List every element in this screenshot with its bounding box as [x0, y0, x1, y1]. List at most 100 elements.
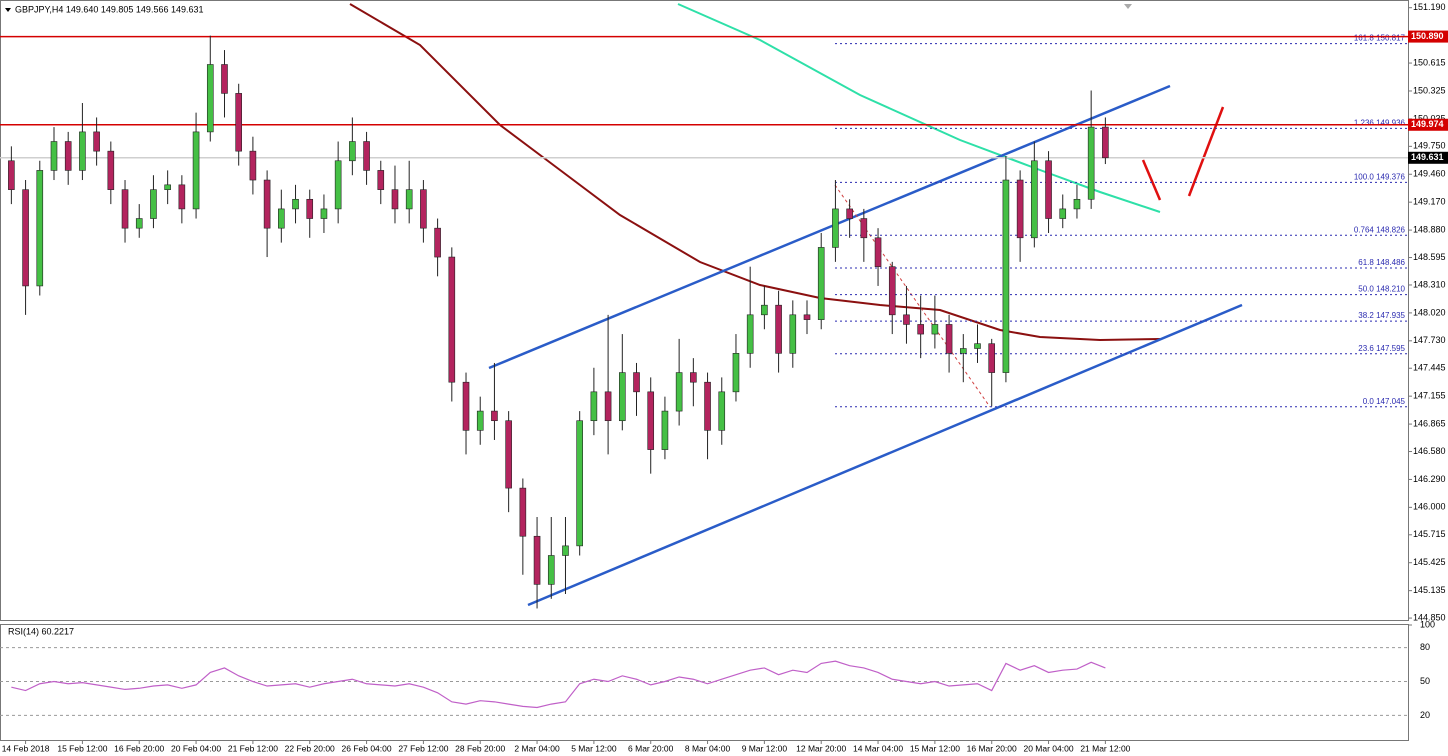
candle-body [363, 141, 370, 171]
candle-body [832, 208, 839, 248]
candle-body [690, 372, 697, 383]
candle-body [476, 410, 484, 431]
candle-body [221, 64, 228, 94]
y-tick-label: 150.035 [1413, 113, 1446, 123]
y-tick-label: 145.715 [1413, 529, 1446, 539]
candle-body [647, 391, 655, 450]
candle-body [121, 189, 129, 229]
y-tick-label: 144.850 [1413, 612, 1446, 622]
y-tick-label: 146.290 [1413, 474, 1446, 484]
candle-body [533, 535, 541, 585]
y-tick-label: 147.445 [1413, 363, 1446, 373]
x-tick-label: 15 Feb 12:00 [57, 743, 107, 753]
x-tick-label: 22 Feb 20:00 [285, 743, 335, 753]
candle-body [775, 304, 782, 354]
y-tick-label: 148.310 [1413, 279, 1446, 289]
candle-body [704, 381, 711, 431]
candle-body [945, 324, 953, 354]
x-tick-label: 9 Mar 12:00 [742, 743, 788, 753]
candle-body [562, 545, 569, 556]
candle-body [22, 189, 29, 287]
fib-label: 1.236 149.936 [1354, 119, 1406, 128]
y-tick-label: 146.000 [1413, 502, 1446, 512]
candle-body [235, 93, 242, 152]
candle-body [988, 343, 996, 373]
rsi-line [11, 660, 1106, 709]
x-tick-label: 16 Feb 20:00 [114, 743, 164, 753]
candle-body [803, 314, 811, 320]
y-tick-label: 148.880 [1413, 224, 1446, 234]
candle-body [1045, 160, 1052, 219]
moving-average-fast [677, 3, 1161, 213]
candle-body [164, 184, 171, 190]
candle-body [817, 247, 825, 320]
candle-body [150, 189, 157, 219]
candle-body [405, 189, 413, 210]
candle-body [249, 150, 257, 181]
candle-body [334, 160, 342, 210]
channel-upper [488, 84, 1171, 370]
rsi-panel-frame [0, 624, 1409, 741]
y-tick-label: 151.190 [1413, 2, 1446, 12]
x-tick-label: 20 Feb 04:00 [171, 743, 221, 753]
candle-body [789, 314, 797, 354]
rsi-title: RSI(14) 60.2217 [8, 626, 74, 636]
x-tick-label: 8 Mar 04:00 [685, 743, 731, 753]
candle-body [519, 487, 527, 537]
price-marker-box [1408, 151, 1448, 164]
x-tick-label: 20 Mar 04:00 [1023, 743, 1073, 753]
y-tick-label: 80 [1420, 642, 1430, 652]
x-tick-label: 27 Feb 12:00 [398, 743, 448, 753]
candle-body [590, 391, 598, 422]
y-tick-label: 20 [1420, 710, 1430, 720]
y-tick-label: 145.135 [1413, 585, 1446, 595]
candle-body [420, 189, 427, 229]
candle-body [1059, 208, 1067, 219]
candle-body [959, 348, 967, 354]
y-tick-label: 145.425 [1413, 557, 1446, 567]
candle-body [36, 170, 44, 287]
candle-body [874, 237, 882, 267]
candle-body [8, 160, 15, 190]
candle-body [1087, 126, 1095, 200]
y-tick-label: 147.155 [1413, 391, 1446, 401]
candle-body [79, 131, 86, 171]
price-panel-frame [0, 0, 1409, 621]
x-tick-label: 15 Mar 12:00 [910, 743, 960, 753]
candle-body [903, 314, 910, 325]
candle-body [491, 410, 498, 422]
candle-body [576, 420, 583, 547]
moving-average-slow [349, 3, 1161, 342]
candle-body [675, 372, 683, 412]
candle-body [349, 141, 356, 162]
x-tick-label: 16 Mar 20:00 [967, 743, 1017, 753]
candle-body [306, 198, 314, 219]
candle-body [93, 131, 100, 152]
candle-body [107, 150, 115, 190]
y-tick-label: 150.325 [1413, 85, 1446, 95]
fib-label: 61.8 148.486 [1358, 258, 1405, 267]
candle-body [718, 391, 726, 431]
fib-label: 100.0 149.376 [1354, 172, 1406, 181]
fib-label: 161.8 150.817 [1354, 34, 1406, 43]
y-tick-label: 149.460 [1413, 169, 1446, 179]
x-tick-label: 2 Mar 04:00 [514, 743, 560, 753]
candle-body [64, 141, 72, 171]
price-marker-label: 150.890 [1411, 31, 1444, 41]
y-tick-label: 148.595 [1413, 252, 1446, 262]
y-tick-label: 149.750 [1413, 141, 1446, 151]
candle-body [732, 353, 740, 393]
x-tick-label: 14 Feb 2018 [2, 743, 50, 753]
candle-body [931, 324, 939, 335]
menu-arrow [5, 8, 11, 12]
candle-body [661, 410, 669, 450]
x-tick-label: 6 Mar 20:00 [628, 743, 674, 753]
fib-label: 0.0 147.045 [1363, 397, 1406, 406]
y-tick-label: 146.580 [1413, 446, 1446, 456]
candle-body [860, 218, 868, 239]
fib-label: 0.764 148.826 [1354, 225, 1406, 234]
fib-label: 23.6 147.595 [1358, 344, 1405, 353]
candle-body [391, 189, 399, 210]
candle-body [1073, 198, 1081, 210]
candle-body [377, 170, 385, 190]
